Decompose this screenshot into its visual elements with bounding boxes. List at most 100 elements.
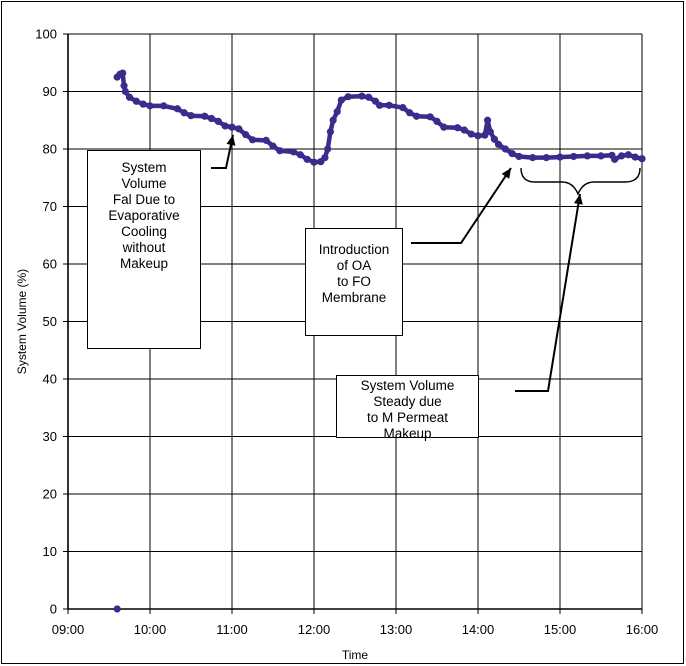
data-point — [358, 92, 366, 100]
data-point — [583, 152, 591, 160]
data-point — [139, 100, 147, 108]
arrow-oa-introduction — [411, 167, 512, 244]
data-point — [235, 125, 243, 133]
data-point — [481, 131, 489, 139]
arrow-steady — [515, 193, 581, 392]
data-point — [242, 131, 250, 139]
data-point — [529, 154, 537, 162]
x-tick-label: 10:00 — [134, 622, 167, 637]
data-series — [113, 69, 646, 613]
data-point — [248, 136, 257, 144]
arrow-evaporative-head — [226, 135, 236, 146]
data-point — [433, 117, 441, 125]
data-point — [289, 148, 298, 156]
arrow-steady-head — [573, 194, 583, 205]
x-tick-label: 09:00 — [52, 622, 85, 637]
data-point — [570, 152, 578, 161]
data-point — [214, 117, 222, 125]
data-point — [508, 150, 516, 158]
y-tick-label: 60 — [43, 257, 57, 272]
x-tick-label: 13:00 — [380, 622, 413, 637]
data-point — [486, 128, 494, 136]
x-tick-label: 11:00 — [216, 622, 248, 637]
x-tick-label: 16:00 — [626, 622, 659, 637]
y-tick-label: 0 — [50, 602, 57, 617]
brace-steady-region — [520, 167, 641, 196]
data-point — [515, 152, 523, 161]
data-point — [333, 108, 341, 116]
data-point — [120, 82, 128, 90]
data-point — [412, 112, 421, 120]
data-point — [483, 116, 492, 124]
y-tick-label: 10 — [43, 544, 57, 559]
data-point — [321, 154, 329, 162]
data-point — [460, 126, 468, 134]
data-point — [146, 102, 154, 110]
y-tick-label: 40 — [43, 372, 57, 387]
arrow-oa-introduction-head — [501, 168, 511, 179]
data-point — [132, 97, 140, 105]
data-point — [221, 122, 229, 130]
data-point — [542, 154, 550, 162]
data-point — [631, 153, 639, 161]
data-point — [406, 109, 414, 117]
x-tick-label: 15:00 — [544, 622, 577, 637]
data-point — [121, 87, 129, 96]
annotation-arrows — [211, 134, 641, 392]
data-point — [624, 151, 632, 159]
data-point — [303, 155, 311, 163]
data-point — [180, 109, 188, 117]
data-point — [638, 155, 646, 163]
data-point — [125, 93, 134, 101]
y-tick-label: 100 — [35, 27, 57, 42]
x-tick-label: 12:00 — [298, 622, 331, 637]
data-point — [119, 69, 127, 77]
annotation-steady-volume: System Volume Steady due to M Permeat Ma… — [336, 375, 479, 441]
data-point — [467, 130, 475, 138]
data-point — [365, 93, 373, 101]
data-point — [385, 101, 393, 109]
data-point — [474, 132, 482, 140]
data-point — [228, 123, 236, 131]
x-axis: 09:00 10:00 11:00 12:00 13:00 14:00 15:00 16:00 — [52, 609, 659, 637]
y-axis-label: System Volume (%) — [15, 269, 29, 374]
x-axis-label: Time — [342, 648, 369, 662]
data-point — [113, 605, 121, 613]
data-point — [337, 96, 345, 104]
x-tick-label: 14:00 — [462, 622, 495, 637]
y-tick-label: 30 — [43, 429, 57, 444]
y-tick-label: 20 — [43, 487, 57, 502]
y-tick-label: 70 — [43, 199, 57, 214]
y-axis: 0 10 20 30 40 50 60 70 80 90 100 — [35, 27, 68, 617]
data-point — [611, 155, 619, 163]
data-point — [201, 112, 209, 120]
data-point — [187, 112, 195, 120]
annotation-evaporative-cooling: System Volume Fal Due to Evaporative Coo… — [87, 150, 201, 349]
data-point — [173, 105, 181, 113]
data-point — [453, 124, 462, 132]
data-point — [617, 152, 626, 160]
data-point — [324, 145, 332, 153]
arrow-evaporative — [211, 134, 234, 169]
data-point — [269, 142, 277, 150]
data-point — [494, 140, 503, 148]
y-tick-label: 80 — [43, 142, 57, 157]
data-point — [160, 102, 168, 110]
data-point — [344, 93, 352, 101]
data-point — [556, 153, 564, 161]
data-point — [376, 101, 384, 109]
data-point — [490, 135, 498, 143]
data-point — [501, 145, 509, 153]
data-point — [329, 116, 337, 124]
y-tick-label: 50 — [43, 314, 57, 329]
data-point — [399, 104, 407, 112]
data-point — [326, 128, 334, 136]
data-point — [426, 113, 434, 121]
data-point — [310, 158, 318, 166]
data-point — [440, 123, 448, 131]
data-point — [276, 147, 284, 155]
data-point — [296, 151, 304, 159]
data-point — [262, 136, 270, 144]
annotation-oa-introduction: Introduction of OA to FO Membrane — [305, 228, 403, 336]
